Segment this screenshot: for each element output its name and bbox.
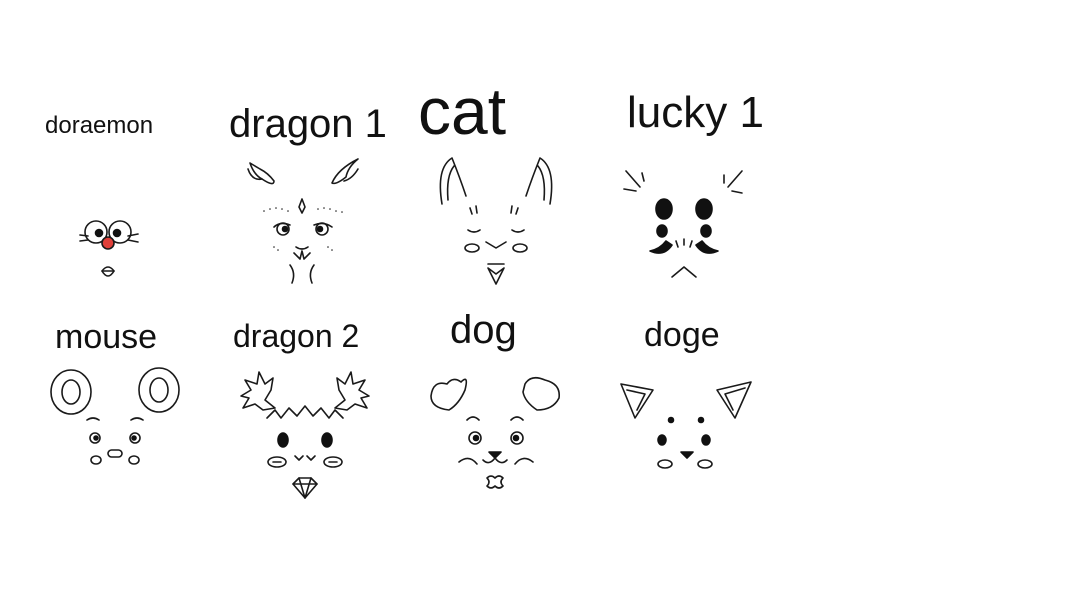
label-doraemon: doraemon (45, 112, 154, 139)
label-cat: cat (418, 74, 507, 148)
dog-face-icon[interactable] (425, 370, 570, 495)
label-mouse: mouse (55, 318, 158, 356)
label-lucky-1: lucky 1 (627, 88, 764, 137)
mouse-face-icon[interactable] (45, 362, 185, 477)
dragon-antler-face-icon[interactable] (235, 368, 375, 503)
doge-face-icon[interactable] (615, 378, 760, 478)
dragon-face-icon[interactable] (240, 155, 370, 290)
label-dragon-2: dragon 2 (233, 318, 360, 354)
label-doge: doge (644, 316, 720, 354)
label-dog: dog (450, 308, 517, 352)
label-dragon-1: dragon 1 (229, 102, 387, 146)
cat-face-icon[interactable] (432, 152, 562, 292)
doraemon-face-icon[interactable] (70, 205, 160, 295)
lucky-face-icon[interactable] (620, 165, 750, 290)
